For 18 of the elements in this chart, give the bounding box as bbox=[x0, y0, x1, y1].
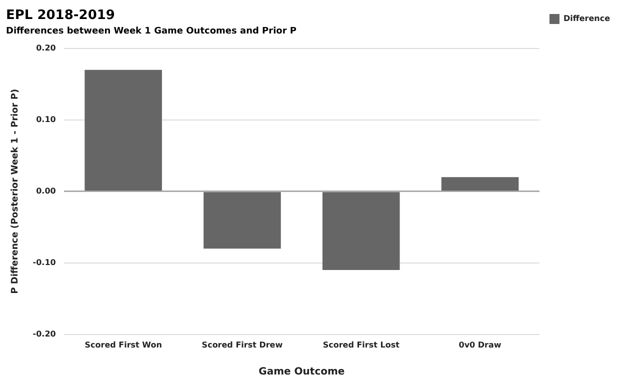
y-tick-label: -0.10 bbox=[32, 258, 56, 267]
x-tick-label: Scored First Drew bbox=[202, 340, 284, 350]
chart-title: EPL 2018-2019 bbox=[6, 8, 115, 24]
bar bbox=[204, 192, 281, 249]
legend-label: Difference bbox=[563, 14, 611, 24]
y-tick-label: 0.10 bbox=[36, 114, 56, 124]
bar bbox=[84, 70, 162, 191]
chart-subtitle: Differences between Week 1 Game Outcomes and Prior P bbox=[6, 26, 297, 36]
y-tick-label: 0.20 bbox=[36, 43, 56, 52]
bar bbox=[441, 177, 519, 191]
x-tick-label: Scored First Lost bbox=[322, 340, 400, 350]
x-tick-label: 0v0 Draw bbox=[458, 340, 502, 350]
x-tick-label: Scored First Won bbox=[84, 340, 162, 350]
y-axis-title: P Difference (Posterior Week 1 - Prior P) bbox=[10, 88, 21, 294]
x-axis-title: Game Outcome bbox=[258, 366, 345, 378]
y-tick-label: -0.20 bbox=[32, 329, 56, 338]
y-tick-label: 0.00 bbox=[36, 186, 56, 196]
bar bbox=[322, 192, 400, 270]
